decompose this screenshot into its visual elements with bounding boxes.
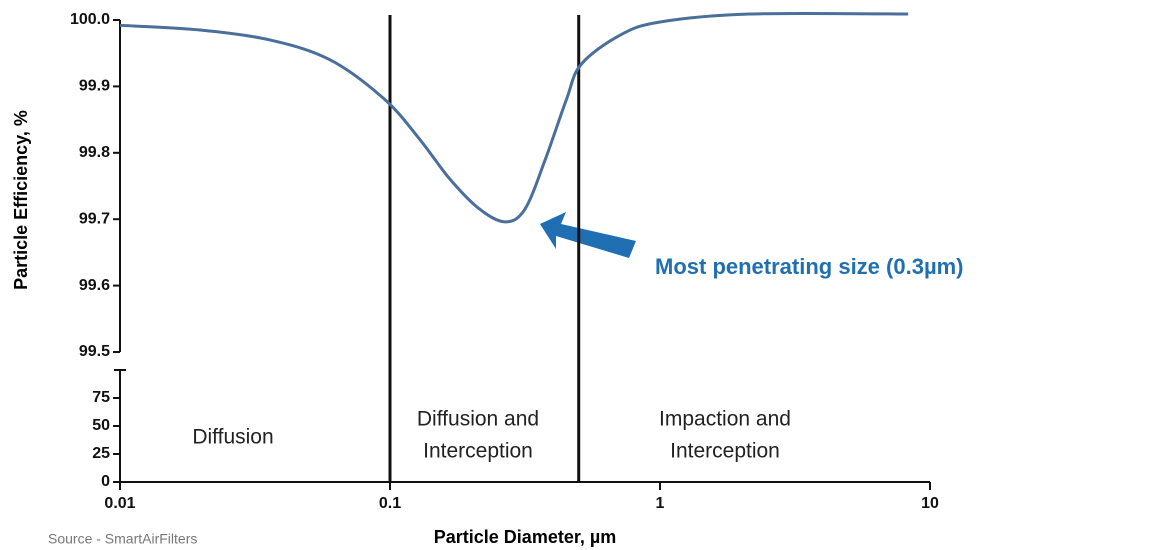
y-tick-label: 99.7 bbox=[79, 210, 110, 227]
region-label: Diffusion bbox=[192, 426, 273, 449]
y-tick-label: 99.8 bbox=[79, 144, 110, 161]
y-axis-title: Particle Efficiency, % bbox=[11, 110, 31, 290]
region-label: Interception bbox=[670, 440, 780, 463]
y-tick-label: 50 bbox=[92, 417, 110, 434]
x-tick-label: 0.1 bbox=[379, 495, 401, 512]
annotation: Most penetrating size (0.3µm) bbox=[655, 254, 964, 279]
source: Source - SmartAirFilters bbox=[48, 531, 197, 547]
x-tick-label: 0.01 bbox=[104, 495, 135, 512]
x-axis-title: Particle Diameter, µm bbox=[434, 527, 616, 547]
y-tick-label: 25 bbox=[92, 445, 110, 462]
y-tick-label: 99.9 bbox=[79, 78, 110, 95]
region-label: Impaction and bbox=[659, 408, 791, 431]
y-tick-label: 99.5 bbox=[79, 343, 110, 360]
y-tick-label: 99.6 bbox=[79, 277, 110, 294]
region-label: Interception bbox=[423, 440, 533, 463]
arrow bbox=[540, 212, 636, 258]
y-tick-label: 100.0 bbox=[70, 11, 110, 28]
x-tick-label: 10 bbox=[921, 495, 939, 512]
region-label: Diffusion and bbox=[417, 408, 539, 431]
y-tick-label: 0 bbox=[101, 473, 110, 490]
y-tick-label: 75 bbox=[92, 389, 110, 406]
efficiency-curve bbox=[119, 11, 909, 224]
x-tick-label: 1 bbox=[656, 495, 665, 512]
